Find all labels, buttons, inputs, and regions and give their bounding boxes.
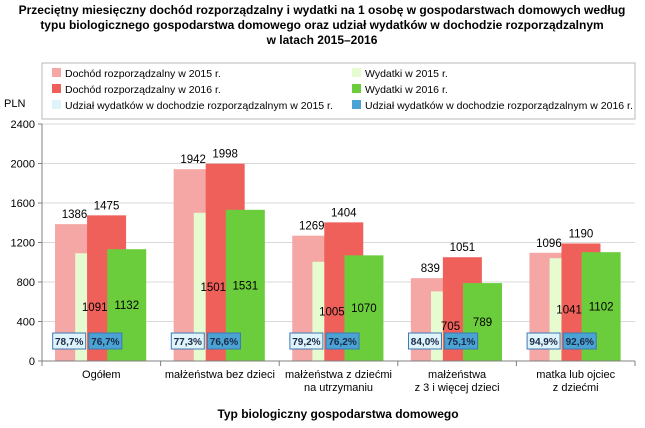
y-tick-label: 2000 (11, 159, 35, 171)
share-box (407, 332, 442, 350)
category-label: matka lub ojciec (536, 369, 615, 381)
value-label: 1942 (180, 154, 206, 166)
x-axis-ticks (41, 361, 636, 366)
share-box (289, 332, 324, 350)
category-label: małżeństwa bez dzieci (165, 369, 275, 381)
y-tick-label: 2400 (11, 119, 35, 131)
legend-label: Udział wydatków w dochodzie rozporządzal… (365, 100, 633, 112)
chart-title-line: Przeciętny miesięczny dochód rozporządza… (19, 3, 626, 17)
share-box (52, 332, 87, 350)
category-label: Ogółem (82, 369, 121, 381)
share-box (562, 332, 597, 350)
x-axis-category-labels: Ogółem małżeństwa bez dzieci małżeństwa z … (82, 369, 616, 394)
value-label: 1041 (556, 305, 582, 317)
category-label: małżeństwa (428, 369, 487, 381)
y-tick-label: 400 (17, 317, 35, 329)
value-label: 1051 (450, 242, 476, 254)
y-tick-label: 800 (17, 277, 35, 289)
legend-label: Dochód rozporządzalny w 2015 r. (65, 68, 221, 80)
value-label: 1091 (82, 302, 108, 314)
value-label: 839 (421, 263, 440, 275)
value-label: 1132 (114, 300, 139, 312)
legend-swatch (352, 100, 361, 109)
share-value: 79,2% (292, 337, 320, 348)
legend-label: Dochód rozporządzalny w 2016 r. (65, 84, 221, 96)
value-label: 789 (473, 317, 492, 329)
value-label: 1501 (201, 282, 227, 294)
value-label: 1190 (569, 228, 594, 240)
y-tick-label: 1600 (11, 198, 35, 210)
share-value: 75,1% (447, 337, 475, 348)
chart-title-line: w latach 2015–2016 (266, 33, 378, 47)
y-tick-label: 0 (29, 356, 35, 368)
y-axis-label: PLN (4, 98, 25, 110)
legend-frame (41, 62, 636, 120)
share-box (206, 332, 241, 350)
bars (55, 163, 621, 361)
share-value: 76,7% (91, 337, 119, 348)
chart-title-line: typu biologicznego gospodarstwa domowego… (40, 18, 603, 32)
share-value: 77,3% (174, 337, 202, 348)
share-value: 84,0% (411, 337, 439, 348)
category-label: z 3 i więcej dzieci (415, 382, 500, 394)
category-label: małżeństwa z dziećmi (285, 369, 392, 381)
x-axis-label: Typ biologiczny gospodarstwa domowego (217, 407, 458, 421)
category-label: na utrzymaniu (304, 382, 373, 394)
value-label: 1005 (319, 306, 345, 318)
value-labels: 1386 1942 1269 839 1096 1091 1501 1005 705 1041 14… (62, 149, 614, 333)
share-value: 94,9% (529, 337, 557, 348)
category-label: z dziećmi (553, 382, 599, 394)
share-labels: 78,7% 77,3% 79,2% 84,0% 94,9% 76,7% 76,6% 76,2%… (52, 332, 597, 350)
value-label: 1475 (94, 200, 120, 212)
legend-swatch (352, 84, 361, 93)
y-tick-label: 1200 (11, 238, 35, 250)
share-value: 76,2% (328, 337, 356, 348)
value-label: 1998 (212, 149, 238, 161)
legend-label: Wydatki w 2016 r. (365, 84, 448, 96)
value-label: 1070 (351, 303, 377, 315)
y-axis-ticks: 0 400 800 1200 1600 2000 2400 (11, 119, 43, 368)
value-label: 1531 (233, 280, 259, 292)
share-box (88, 332, 123, 350)
share-value: 92,6% (566, 337, 594, 348)
legend-swatch (52, 68, 61, 77)
chart-title: Przeciętny miesięczny dochód rozporządza… (19, 3, 626, 47)
share-box (526, 332, 561, 350)
share-value: 78,7% (55, 337, 83, 348)
legend-label: Udział wydatków w dochodzie rozporządzal… (65, 100, 333, 112)
share-box (444, 332, 479, 350)
chart-legend: Dochód rozporządzalny w 2015 r. Wydatki w… (52, 68, 633, 112)
value-label: 1269 (299, 221, 325, 233)
legend-swatch (52, 100, 61, 109)
legend-swatch (352, 68, 361, 77)
share-box (325, 332, 360, 350)
legend-label: Wydatki w 2015 r. (365, 68, 448, 80)
value-label: 705 (441, 321, 460, 333)
legend-swatch (52, 84, 61, 93)
value-label: 1102 (589, 302, 614, 314)
share-box (170, 332, 205, 350)
value-label: 1096 (536, 238, 562, 250)
value-label: 1386 (62, 209, 88, 221)
value-label: 1404 (331, 207, 357, 219)
share-value: 76,6% (210, 337, 238, 348)
